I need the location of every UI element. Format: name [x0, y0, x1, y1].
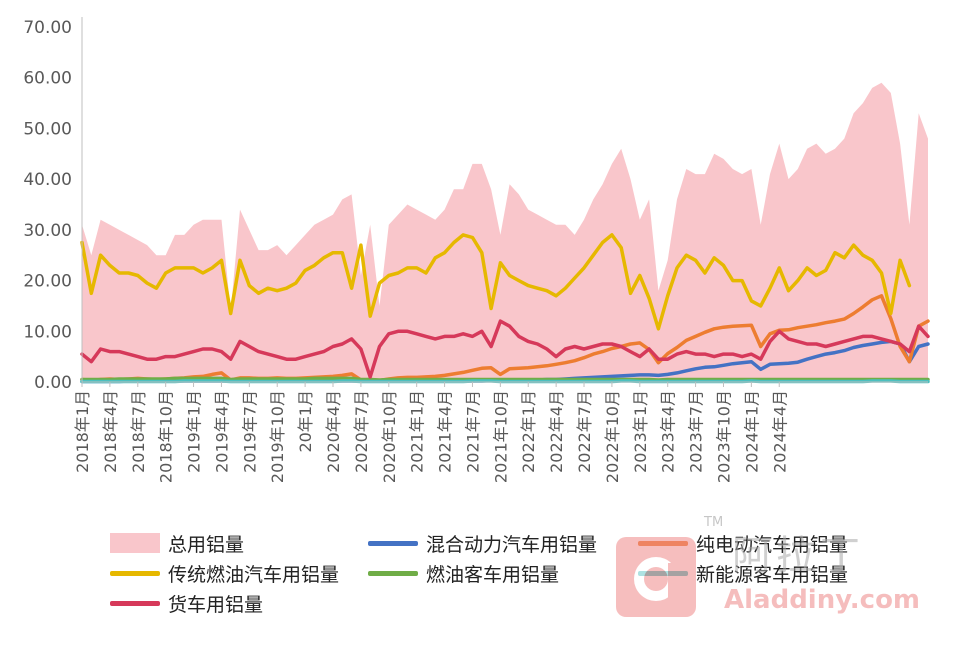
series-line-6	[80, 319, 930, 379]
series-line-2	[80, 294, 930, 383]
x-tick-label: 20年1月	[296, 390, 315, 453]
x-tick-label: 2022年10月	[603, 390, 622, 483]
legend-label-bev: 纯电动汽车用铝量	[696, 533, 849, 556]
legend-label-truck: 货车用铝量	[168, 593, 264, 616]
x-tick-label: 2020年7月	[352, 390, 371, 473]
series-area-0	[82, 82, 928, 383]
x-tick-label: 2023年7月	[687, 390, 706, 473]
legend-swatch-truck	[110, 600, 160, 606]
axis-layer: 70.0060.0050.0040.0030.0020.0010.000.002…	[23, 17, 928, 483]
x-tick-label: 2021年7月	[463, 390, 482, 473]
x-tick-label: 2019年10月	[268, 390, 287, 483]
y-tick-label: 60.00	[23, 69, 72, 89]
legend-label-fuel-bus: 燃油客车用铝量	[426, 563, 560, 586]
x-tick-label: 2019年4月	[212, 390, 231, 473]
x-tick-label: 2021年1月	[408, 390, 427, 473]
legend-item-truck[interactable]: 货车用铝量	[110, 589, 263, 617]
legend-swatch-ice	[110, 570, 160, 576]
y-tick-label: 50.00	[23, 119, 72, 139]
x-tick-label: 2018年4月	[101, 390, 120, 473]
legend-item-ice[interactable]: 传统燃油汽车用铝量	[110, 559, 339, 587]
x-tick-label: 2023年1月	[631, 390, 650, 473]
series-line-4	[80, 376, 930, 382]
x-tick-label: 2018年10月	[157, 390, 176, 483]
y-tick-label: 20.00	[23, 272, 72, 292]
legend-swatch-nev-bus	[638, 570, 688, 576]
x-tick-label: 2019年1月	[185, 390, 204, 473]
area-layer	[82, 82, 928, 383]
y-tick-label: 70.00	[23, 18, 72, 38]
legend-label-hybrid: 混合动力汽车用铝量	[426, 533, 598, 556]
y-tick-label: 0.00	[34, 373, 72, 393]
x-tick-label: 2022年7月	[575, 390, 594, 473]
legend-item-total[interactable]: 总用铝量	[110, 529, 244, 557]
x-tick-label: 2018年1月	[73, 390, 92, 473]
x-tick-label: 2023年4月	[659, 390, 678, 473]
x-tick-label: 2020年10月	[380, 390, 399, 483]
x-tick-label: 2021年4月	[436, 390, 455, 473]
legend-item-bev[interactable]: 纯电动汽车用铝量	[638, 529, 848, 557]
series-line-5	[80, 379, 930, 384]
legend-label-ice: 传统燃油汽车用铝量	[168, 563, 340, 586]
x-tick-label: 2021年10月	[491, 390, 510, 483]
x-tick-label: 2022年1月	[519, 390, 538, 473]
legend-item-fuel-bus[interactable]: 燃油客车用铝量	[368, 559, 559, 587]
legend-label-total: 总用铝量	[168, 533, 245, 556]
chart-legend: 总用铝量 混合动力汽车用铝量 纯电动汽车用铝量 传统燃油汽车用铝量 燃油客车用铝…	[110, 525, 870, 625]
legend-swatch-fuel-bus	[368, 570, 418, 576]
legend-swatch-bev	[638, 540, 688, 546]
x-tick-label: 2022年4月	[547, 390, 566, 473]
legend-label-nev-bus: 新能源客车用铝量	[696, 563, 849, 586]
x-tick-label: 2018年7月	[129, 390, 148, 473]
legend-swatch-total	[110, 533, 160, 553]
y-tick-label: 10.00	[23, 322, 72, 342]
y-tick-label: 40.00	[23, 170, 72, 190]
x-tick-label: 2019年7月	[240, 390, 259, 473]
x-tick-label: 2024年4月	[770, 390, 789, 473]
y-tick-label: 30.00	[23, 221, 72, 241]
x-tick-label: 2024年1月	[742, 390, 761, 473]
x-tick-label: 2023年10月	[714, 390, 733, 483]
series-line-3	[80, 233, 912, 331]
legend-swatch-hybrid	[368, 540, 418, 546]
legend-item-hybrid[interactable]: 混合动力汽车用铝量	[368, 529, 597, 557]
x-tick-label: 2020年4月	[324, 390, 343, 473]
legend-item-nev-bus[interactable]: 新能源客车用铝量	[638, 559, 848, 587]
